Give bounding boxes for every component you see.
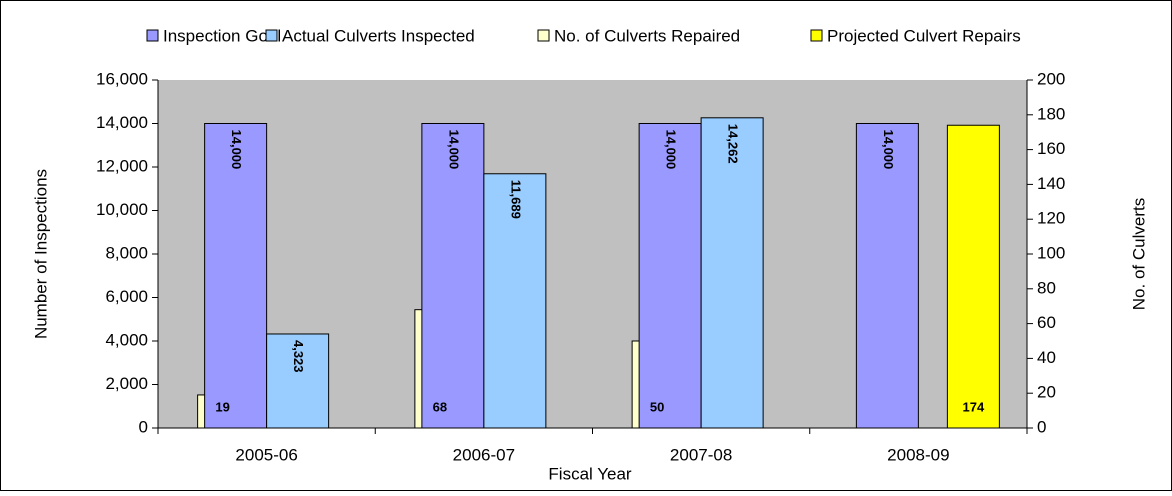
legend-label: Projected Culvert Repairs: [827, 26, 1021, 45]
x-tick-label: 2008-09: [887, 445, 949, 464]
y2-tick-label: 0: [1037, 417, 1046, 436]
y-tick-label: 12,000: [96, 156, 148, 175]
y-tick-label: 14,000: [96, 113, 148, 132]
bar: [204, 123, 268, 429]
bar: [700, 117, 764, 429]
y2-tick-label: 20: [1037, 383, 1056, 402]
y2-tick-label: 80: [1037, 278, 1056, 297]
legend-label: Actual Culverts Inspected: [282, 26, 475, 45]
data-label: 50: [650, 399, 664, 414]
y2-tick-label: 200: [1037, 69, 1065, 88]
y-axis-title: Number of Inspections: [31, 169, 50, 339]
data-label: 174: [963, 399, 985, 414]
bar: [855, 123, 919, 429]
x-tick-label: 2005-06: [235, 445, 297, 464]
legend-swatch: [265, 29, 278, 42]
x-tick-label: 2006-07: [453, 445, 515, 464]
bar: [483, 173, 547, 429]
x-axis-title: Fiscal Year: [548, 464, 631, 483]
data-label: 19: [215, 399, 229, 414]
data-label: 68: [433, 399, 447, 414]
x-tick-label: 2007-08: [670, 445, 732, 464]
data-label: 4,323: [291, 340, 306, 373]
y-tick-label: 6,000: [105, 287, 148, 306]
y-tick-label: 8,000: [105, 243, 148, 262]
y2-tick-label: 100: [1037, 243, 1065, 262]
legend-swatch: [537, 29, 550, 42]
data-label: 14,000: [664, 130, 679, 170]
legend-swatch: [146, 29, 159, 42]
legend-swatch: [810, 29, 823, 42]
y-tick-label: 0: [139, 417, 148, 436]
y2-tick-label: 40: [1037, 348, 1056, 367]
y2-tick-label: 60: [1037, 313, 1056, 332]
y-tick-label: 10,000: [96, 200, 148, 219]
data-label: 14,000: [881, 130, 896, 170]
y-tick-label: 16,000: [96, 69, 148, 88]
bar: [946, 124, 1000, 429]
y2-tick-label: 160: [1037, 139, 1065, 158]
y2-tick-label: 180: [1037, 104, 1065, 123]
bar: [266, 333, 330, 429]
y-tick-label: 4,000: [105, 330, 148, 349]
data-label: 11,689: [508, 180, 523, 219]
data-label: 14,000: [446, 130, 461, 170]
y2-tick-label: 140: [1037, 174, 1065, 193]
y2-tick-label: 120: [1037, 209, 1065, 228]
y-tick-label: 2,000: [105, 374, 148, 393]
bar: [638, 123, 702, 429]
legend-label: No. of Culverts Repaired: [554, 26, 740, 45]
data-label: 14,262: [726, 124, 741, 164]
y2-axis-title: No. of Culverts: [1129, 198, 1148, 310]
data-label: 14,000: [229, 130, 244, 170]
legend-label: Inspection Goal: [163, 26, 281, 45]
